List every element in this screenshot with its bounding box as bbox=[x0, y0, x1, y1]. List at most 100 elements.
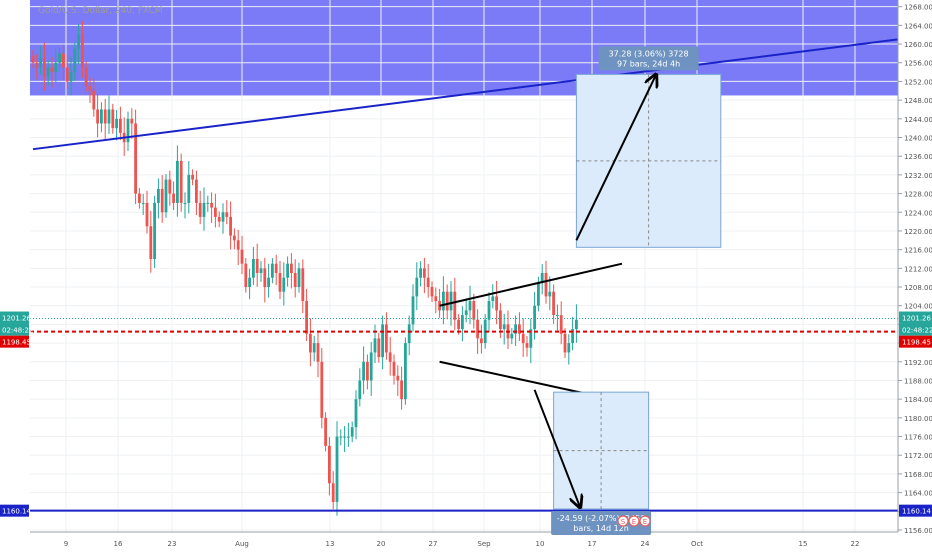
candle-body bbox=[366, 361, 369, 381]
candle-body bbox=[191, 174, 194, 180]
y-tick-label: 1252.00 bbox=[904, 78, 932, 86]
event-badge[interactable] bbox=[639, 515, 651, 527]
y-tick-label: 1240.00 bbox=[904, 135, 932, 143]
y-tick-label: 1268.00 bbox=[904, 4, 932, 12]
candle-body bbox=[495, 296, 498, 311]
candle-body bbox=[202, 202, 206, 217]
candle-body bbox=[312, 343, 316, 353]
x-tick-label: 13 bbox=[326, 540, 335, 548]
candle-body bbox=[50, 67, 54, 73]
candle-body bbox=[396, 375, 400, 381]
y-tick-label: 1184.00 bbox=[904, 396, 932, 404]
candle-body bbox=[206, 202, 210, 204]
event-badge-label: E bbox=[632, 518, 636, 526]
candle-body bbox=[415, 277, 419, 297]
candle-body bbox=[130, 118, 134, 124]
candle-body bbox=[267, 277, 270, 288]
short-projection-tag-line1: -24.59 (-2.07%) -2459 bbox=[557, 514, 646, 523]
candle-body bbox=[449, 291, 453, 311]
candle-body bbox=[563, 333, 567, 353]
candle-body bbox=[73, 48, 77, 73]
candle-body bbox=[377, 338, 381, 358]
candle-body bbox=[107, 109, 111, 124]
long-projection-tag bbox=[598, 46, 699, 71]
y-tick-label: 1168.00 bbox=[904, 471, 932, 479]
candle-body bbox=[381, 324, 384, 358]
candle-body bbox=[552, 291, 555, 316]
event-badge[interactable] bbox=[617, 515, 629, 527]
candle-body bbox=[567, 343, 571, 353]
short-projection-tag-line2: bars, 14d 12h bbox=[573, 524, 629, 533]
current-price-label-bg bbox=[899, 311, 932, 324]
short-projection-arrow[interactable] bbox=[533, 389, 581, 508]
candle-body bbox=[514, 324, 517, 334]
candle-body bbox=[244, 263, 248, 288]
candle-body bbox=[385, 324, 388, 353]
x-tick-label: 22 bbox=[851, 540, 860, 548]
y-tick-label: 1176.00 bbox=[904, 434, 932, 442]
candle-body bbox=[225, 212, 229, 217]
x-tick-label: 10 bbox=[536, 540, 545, 548]
candle-body bbox=[187, 174, 191, 203]
x-tick-label: 16 bbox=[114, 540, 123, 548]
candle-body bbox=[149, 226, 153, 259]
candle-body bbox=[445, 291, 449, 311]
candle-body bbox=[88, 86, 92, 91]
candle-body bbox=[533, 305, 536, 330]
candle-body bbox=[392, 361, 396, 376]
candle-body bbox=[544, 273, 548, 297]
candle-body bbox=[271, 263, 274, 278]
candle-body bbox=[43, 58, 46, 77]
candle-body bbox=[217, 216, 221, 222]
y-tick-label: 1228.00 bbox=[904, 191, 932, 199]
dotted-level-label: 1198.45 bbox=[902, 339, 931, 347]
y-tick-label: 1172.00 bbox=[904, 452, 932, 460]
x-tick-label: Sep bbox=[477, 540, 491, 548]
candle-body bbox=[491, 296, 495, 302]
countdown-label-left-bg bbox=[0, 323, 29, 336]
y-tick-label: 1164.00 bbox=[904, 490, 932, 498]
long-projection-arrow[interactable] bbox=[575, 74, 656, 241]
candle-body bbox=[521, 333, 525, 344]
candle-body bbox=[525, 343, 529, 348]
event-badge[interactable] bbox=[628, 515, 640, 527]
candle-body bbox=[31, 55, 35, 63]
countdown-label: 02:48:22 bbox=[902, 327, 932, 335]
candle-body bbox=[571, 329, 574, 344]
x-tick-label: 24 bbox=[641, 540, 650, 548]
candle-body bbox=[278, 273, 282, 292]
candle-body bbox=[96, 109, 99, 124]
candle-body bbox=[103, 109, 107, 124]
candle-body bbox=[145, 202, 149, 227]
y-tick-label: 1256.00 bbox=[904, 60, 932, 68]
trendline[interactable] bbox=[32, 38, 899, 151]
triangle-upper-line[interactable] bbox=[439, 262, 623, 307]
candle-body bbox=[510, 333, 514, 339]
candle-body bbox=[54, 62, 58, 73]
candle-body bbox=[400, 380, 403, 400]
y-tick-label: 1216.00 bbox=[904, 247, 932, 255]
candle-body bbox=[457, 319, 460, 330]
candle-body bbox=[259, 268, 263, 274]
candle-body bbox=[92, 90, 96, 110]
event-badge-label: S bbox=[621, 518, 626, 526]
candle-body bbox=[472, 301, 476, 320]
candle-body bbox=[65, 67, 69, 82]
x-tick-label: 27 bbox=[429, 540, 438, 548]
y-tick-label: 1236.00 bbox=[904, 153, 932, 161]
candle-body bbox=[518, 324, 521, 334]
x-tick-label: Oct bbox=[691, 540, 703, 548]
candle-body bbox=[62, 53, 65, 68]
y-tick-label: 1192.00 bbox=[904, 359, 932, 367]
candle-body bbox=[172, 193, 175, 203]
candle-body bbox=[499, 310, 502, 330]
candle-body bbox=[468, 301, 472, 311]
support-level-label-left-bg bbox=[0, 504, 29, 517]
candle-body bbox=[274, 263, 278, 274]
y-tick-label: 1244.00 bbox=[904, 116, 932, 124]
y-tick-label: 1212.00 bbox=[904, 265, 932, 273]
symbol-title: Gold/U.S. Dollar, 240, FXCM bbox=[38, 6, 163, 16]
candle-body bbox=[404, 343, 407, 400]
